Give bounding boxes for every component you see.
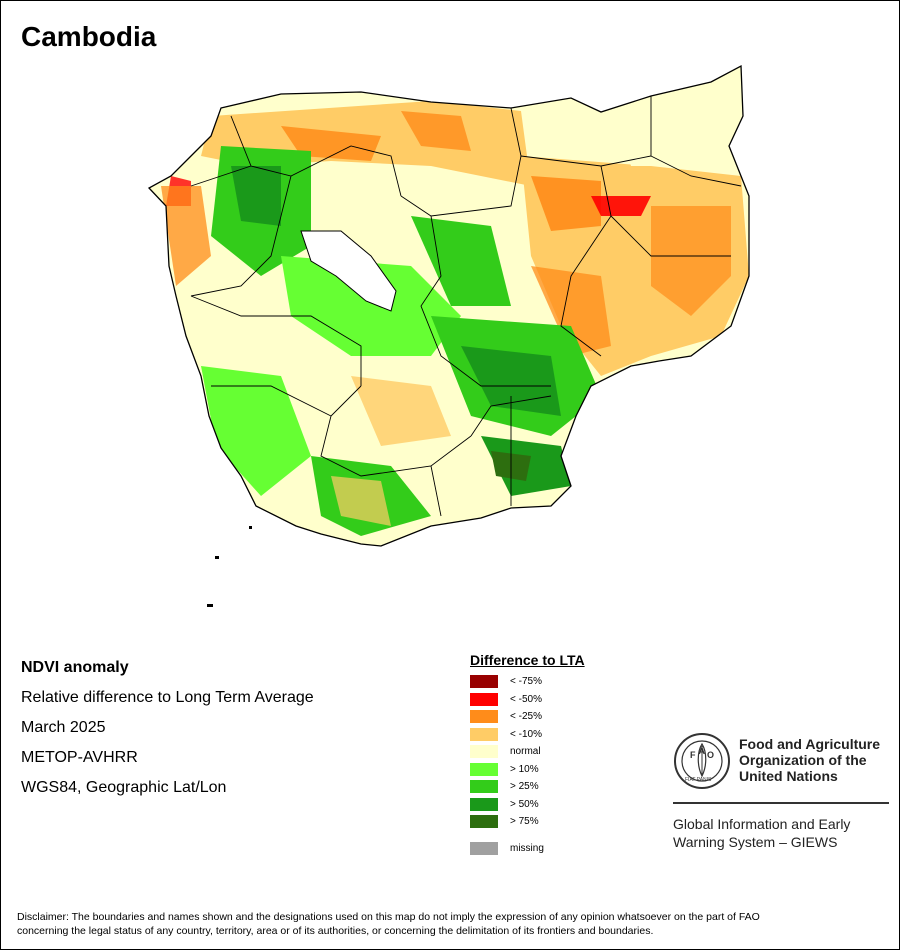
legend-swatch [470, 692, 498, 706]
legend-label: missing [510, 842, 544, 854]
fao-name: Food and Agriculture Organization of the… [739, 736, 889, 784]
legend-item: < -25% [470, 708, 650, 726]
legend-title: Difference to LTA [470, 652, 585, 668]
divider [673, 802, 889, 804]
fao-name-line: Food and Agriculture [739, 736, 881, 752]
map-title: Cambodia [21, 21, 157, 52]
fao-name-line: Organization of the [739, 752, 867, 768]
map-info: NDVI anomaly Relative difference to Long… [21, 658, 314, 808]
giews-line: Warning System – GIEWS [673, 834, 838, 850]
legend-label: < -75% [510, 676, 542, 688]
legend-swatch [470, 815, 498, 829]
map-sensor: METOP-AVHRR [21, 749, 138, 766]
svg-text:A: A [699, 746, 706, 756]
legend-item: > 25% [470, 778, 650, 796]
fao-name-line: United Nations [739, 768, 838, 784]
legend-item: > 75% [470, 813, 650, 831]
disclaimer-line: concerning the legal status of any count… [17, 925, 654, 937]
legend-label: > 25% [510, 781, 539, 793]
svg-text:O: O [707, 750, 714, 760]
legend-swatch [470, 675, 498, 689]
disclaimer: Disclaimer: The boundaries and names sho… [17, 910, 877, 938]
legend-label: normal [510, 746, 541, 758]
fao-motto: FIAT PANIS [685, 777, 712, 783]
legend-swatch [470, 841, 498, 855]
map-projection: WGS84, Geographic Lat/Lon [21, 779, 227, 796]
disclaimer-line: Disclaimer: The boundaries and names sho… [17, 911, 760, 923]
legend-label: > 75% [510, 816, 539, 828]
legend-swatch [470, 780, 498, 794]
fao-logo: F A O FIAT PANIS [674, 733, 730, 789]
legend-swatch [470, 797, 498, 811]
legend-item: > 10% [470, 761, 650, 779]
legend-label: < -25% [510, 711, 542, 723]
legend-item: < -75% [470, 673, 650, 691]
legend-swatch [470, 727, 498, 741]
legend-swatch [470, 745, 498, 759]
legend-swatch [470, 710, 498, 724]
legend-item: normal [470, 743, 650, 761]
ndvi-anomaly-map [147, 64, 750, 607]
map-date: March 2025 [21, 719, 106, 736]
svg-text:F: F [690, 750, 696, 760]
legend: Difference to LTA < -75% < -50% < -25% < -1… [470, 652, 650, 857]
legend-label: > 50% [510, 798, 539, 810]
map-heading: NDVI anomaly [21, 659, 129, 676]
giews-line: Global Information and Early [673, 816, 851, 832]
legend-swatch [470, 762, 498, 776]
legend-item: < -50% [470, 691, 650, 709]
giews-name: Global Information and Early Warning Sys… [673, 815, 889, 851]
legend-item: > 50% [470, 796, 650, 814]
legend-label: < -10% [510, 728, 542, 740]
map-description: Relative difference to Long Term Average [21, 689, 314, 706]
legend-label: > 10% [510, 763, 539, 775]
legend-label: < -50% [510, 693, 542, 705]
legend-item-missing: missing [470, 840, 650, 858]
legend-item: < -10% [470, 726, 650, 744]
